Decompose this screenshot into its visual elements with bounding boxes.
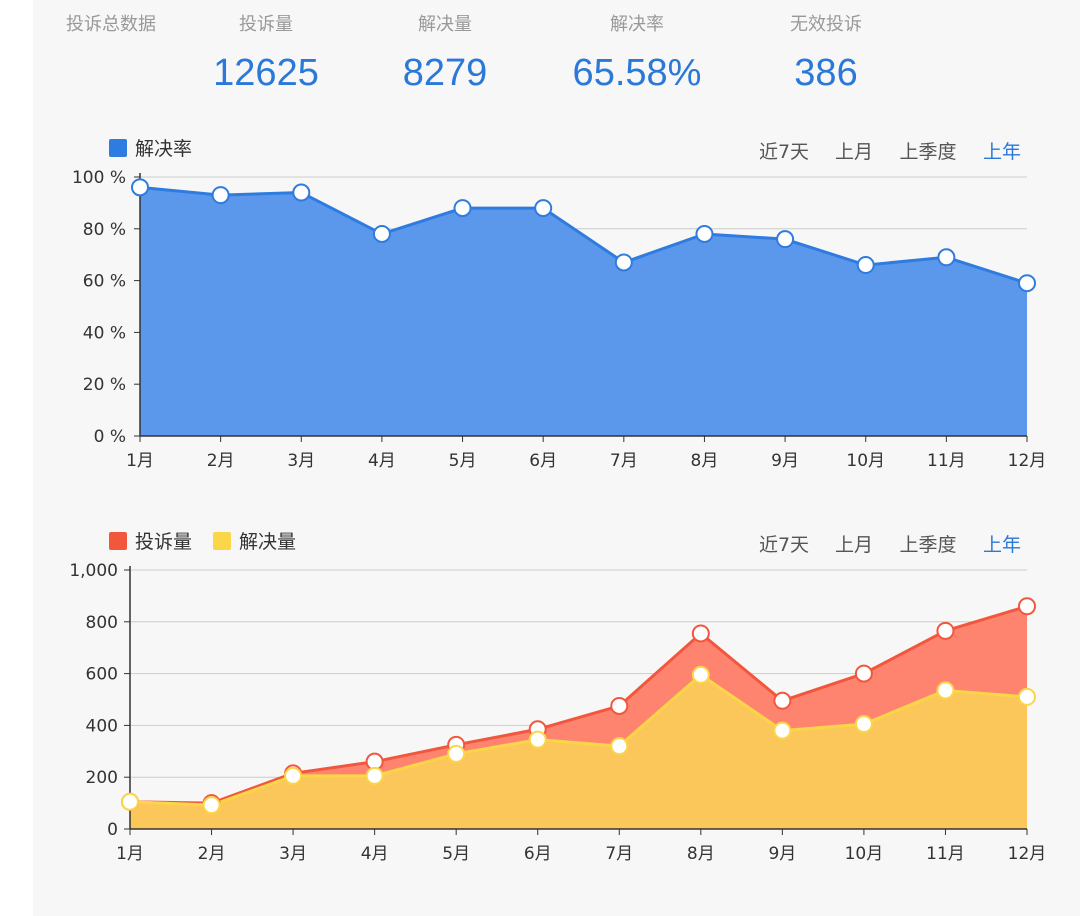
y-tick-label: 400 [86,716,118,736]
complaints-chart: 0 200 400 600 800 1,000 1月 2月 3月 4月 5月 6月 7月 8月 9月 10月 1… [69,531,1047,864]
data-point-resolved [773,721,792,740]
data-point-resolved [610,737,629,756]
data-point-resolved [528,730,547,749]
data-point-resolved [936,681,955,700]
data-point-rate [292,183,311,202]
y-tick-label: 60 % [83,272,126,292]
y-tick-label: 800 [86,613,118,633]
legend-label-rate: 解决率 [135,138,192,160]
data-point-complaints [610,696,629,715]
resolve-rate-chart: 0 % 20 % 40 % 60 % 80 % 100 % 1月 2月 3月 4月 5月 6月 7月 8月… [72,138,1047,471]
x-tick-label: 2月 [207,451,235,471]
data-point-resolved [854,715,873,734]
data-point-rate [776,230,795,249]
filter-button-1[interactable]: 上月 [835,534,873,556]
data-point-complaints [691,624,710,643]
data-point-rate [453,199,472,218]
data-point-complaints [936,621,955,640]
stat-value-complaints: 12625 [213,52,319,94]
stat-label-complaints: 投诉量 [239,14,293,35]
x-tick-label: 5月 [449,451,477,471]
x-tick-label: 7月 [610,451,638,471]
stat-value-resolve-rate: 65.58% [572,52,702,94]
data-point-resolved [1018,687,1036,706]
filter-button-3[interactable]: 上年 [983,141,1021,163]
x-tick-label: 6月 [524,844,552,864]
area-resolved [130,674,1027,829]
summary-title: 投诉总数据 [66,14,156,35]
legend-swatch-resolved [213,532,231,550]
x-tick-label: 7月 [605,844,633,864]
x-tick-label: 9月 [771,451,799,471]
x-tick-label: 12月 [1008,451,1047,471]
data-point-resolved [284,766,303,785]
data-point-rate [614,253,633,272]
x-tick-label: 11月 [927,451,966,471]
series-line-rate [139,185,1028,285]
x-tick-label: 6月 [529,451,557,471]
data-point-complaints [854,664,873,683]
stat-value-resolved: 8279 [402,52,488,94]
series-line-complaints [129,604,1028,805]
x-tick-label: 10月 [845,844,884,864]
data-point-resolved [121,792,139,811]
stat-label-invalid: 无效投诉 [790,14,862,35]
legend-swatch-complaints [109,532,127,550]
y-tick-label: 20 % [83,375,126,395]
data-point-resolved [691,665,710,684]
area-rate [140,187,1027,436]
y-tick-label: 0 % [94,427,126,447]
x-tick-label: 8月 [691,451,719,471]
stat-label-resolve-rate: 解决率 [610,14,664,35]
x-tick-label: 12月 [1008,844,1047,864]
x-tick-label: 1月 [116,844,144,864]
data-point-rate [211,186,230,205]
x-tick-label: 10月 [846,451,885,471]
x-tick-label: 9月 [768,844,796,864]
data-point-resolved [447,744,466,763]
data-point-rate [131,178,149,197]
data-point-rate [372,224,391,243]
series-line-resolved [129,673,1028,807]
x-tick-label: 4月 [368,451,396,471]
x-tick-label: 3月 [279,844,307,864]
data-point-complaints [1018,597,1036,616]
data-point-rate [937,248,956,267]
y-tick-label: 40 % [83,323,126,343]
data-point-resolved [365,766,384,785]
data-point-complaints [773,691,792,710]
y-tick-label: 1,000 [69,561,118,581]
data-point-resolved [202,796,221,815]
y-tick-label: 0 [107,820,118,840]
y-tick-label: 100 % [72,168,126,188]
filter-button-2[interactable]: 上季度 [899,141,956,163]
y-tick-label: 600 [86,665,118,685]
data-point-rate [695,224,714,243]
y-tick-label: 80 % [83,220,126,240]
x-tick-label: 5月 [442,844,470,864]
stat-label-resolved: 解决量 [418,14,472,35]
legend-swatch-rate [109,139,127,157]
filter-button-0[interactable]: 近7天 [759,141,809,163]
legend-label-resolved: 解决量 [239,531,296,553]
x-tick-label: 1月 [126,451,154,471]
filter-button-1[interactable]: 上月 [835,141,873,163]
filter-button-2[interactable]: 上季度 [899,534,956,556]
x-tick-label: 11月 [926,844,965,864]
data-point-rate [534,199,553,218]
x-tick-label: 3月 [287,451,315,471]
x-tick-label: 4月 [361,844,389,864]
filter-button-0[interactable]: 近7天 [759,534,809,556]
filter-button-3[interactable]: 上年 [983,534,1021,556]
data-point-rate [1018,274,1036,293]
x-tick-label: 2月 [198,844,226,864]
stat-value-invalid: 386 [794,52,858,94]
legend-label-complaints: 投诉量 [135,531,192,553]
x-tick-label: 8月 [687,844,715,864]
y-tick-label: 200 [86,768,118,788]
data-point-rate [856,256,875,275]
